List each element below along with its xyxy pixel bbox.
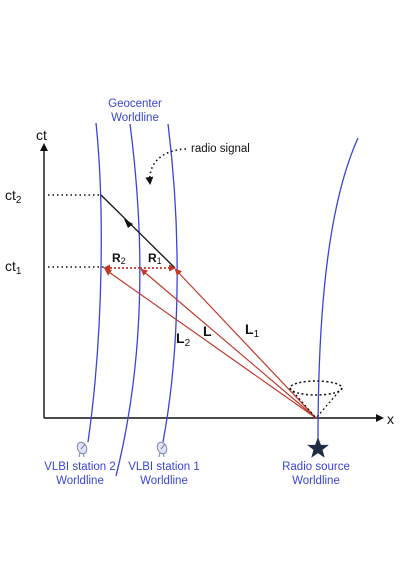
tick-ct2: ct2 — [5, 187, 22, 206]
y-axis-label: ct — [36, 127, 47, 143]
L2-label: L2 — [176, 330, 191, 349]
geocenter-label-2: Worldline — [111, 112, 159, 124]
star-icon — [307, 437, 329, 458]
source-label-1: Radio source — [282, 461, 350, 473]
geocenter-worldline — [115, 123, 141, 477]
station2-label-2: Worldline — [56, 475, 104, 487]
radio-signal-arrowhead — [124, 219, 133, 228]
L-label: L — [203, 323, 212, 339]
L1-vector — [174, 268, 317, 419]
station1-label-1: VLBI station 1 — [128, 461, 200, 473]
station2-worldline — [87, 122, 102, 443]
L1-label: L1 — [245, 321, 260, 340]
light-cone-top — [289, 380, 343, 396]
tick-ct1: ct1 — [5, 258, 22, 277]
source-label-2: Worldline — [292, 475, 340, 487]
R2-label: R2 — [112, 251, 126, 266]
radio-signal-pointer — [145, 148, 187, 185]
light-cone-right — [315, 387, 343, 419]
radio-signal-path — [100, 194, 176, 269]
station2-label-1: VLBI station 2 — [44, 461, 116, 473]
satellite-dish-icon — [76, 441, 88, 458]
L-vector — [140, 268, 317, 419]
L2-vector — [104, 268, 317, 419]
x-axis-label: x — [387, 411, 394, 427]
geocenter-label-1: Geocenter — [108, 98, 162, 110]
station1-label-2: Worldline — [140, 475, 188, 487]
station1-worldline — [162, 123, 178, 443]
source-worldline — [317, 137, 359, 441]
R1-label: R1 — [148, 251, 162, 266]
satellite-dish-icon — [156, 441, 168, 458]
light-cone-left — [289, 387, 317, 419]
radio-signal-label: radio signal — [191, 143, 250, 155]
